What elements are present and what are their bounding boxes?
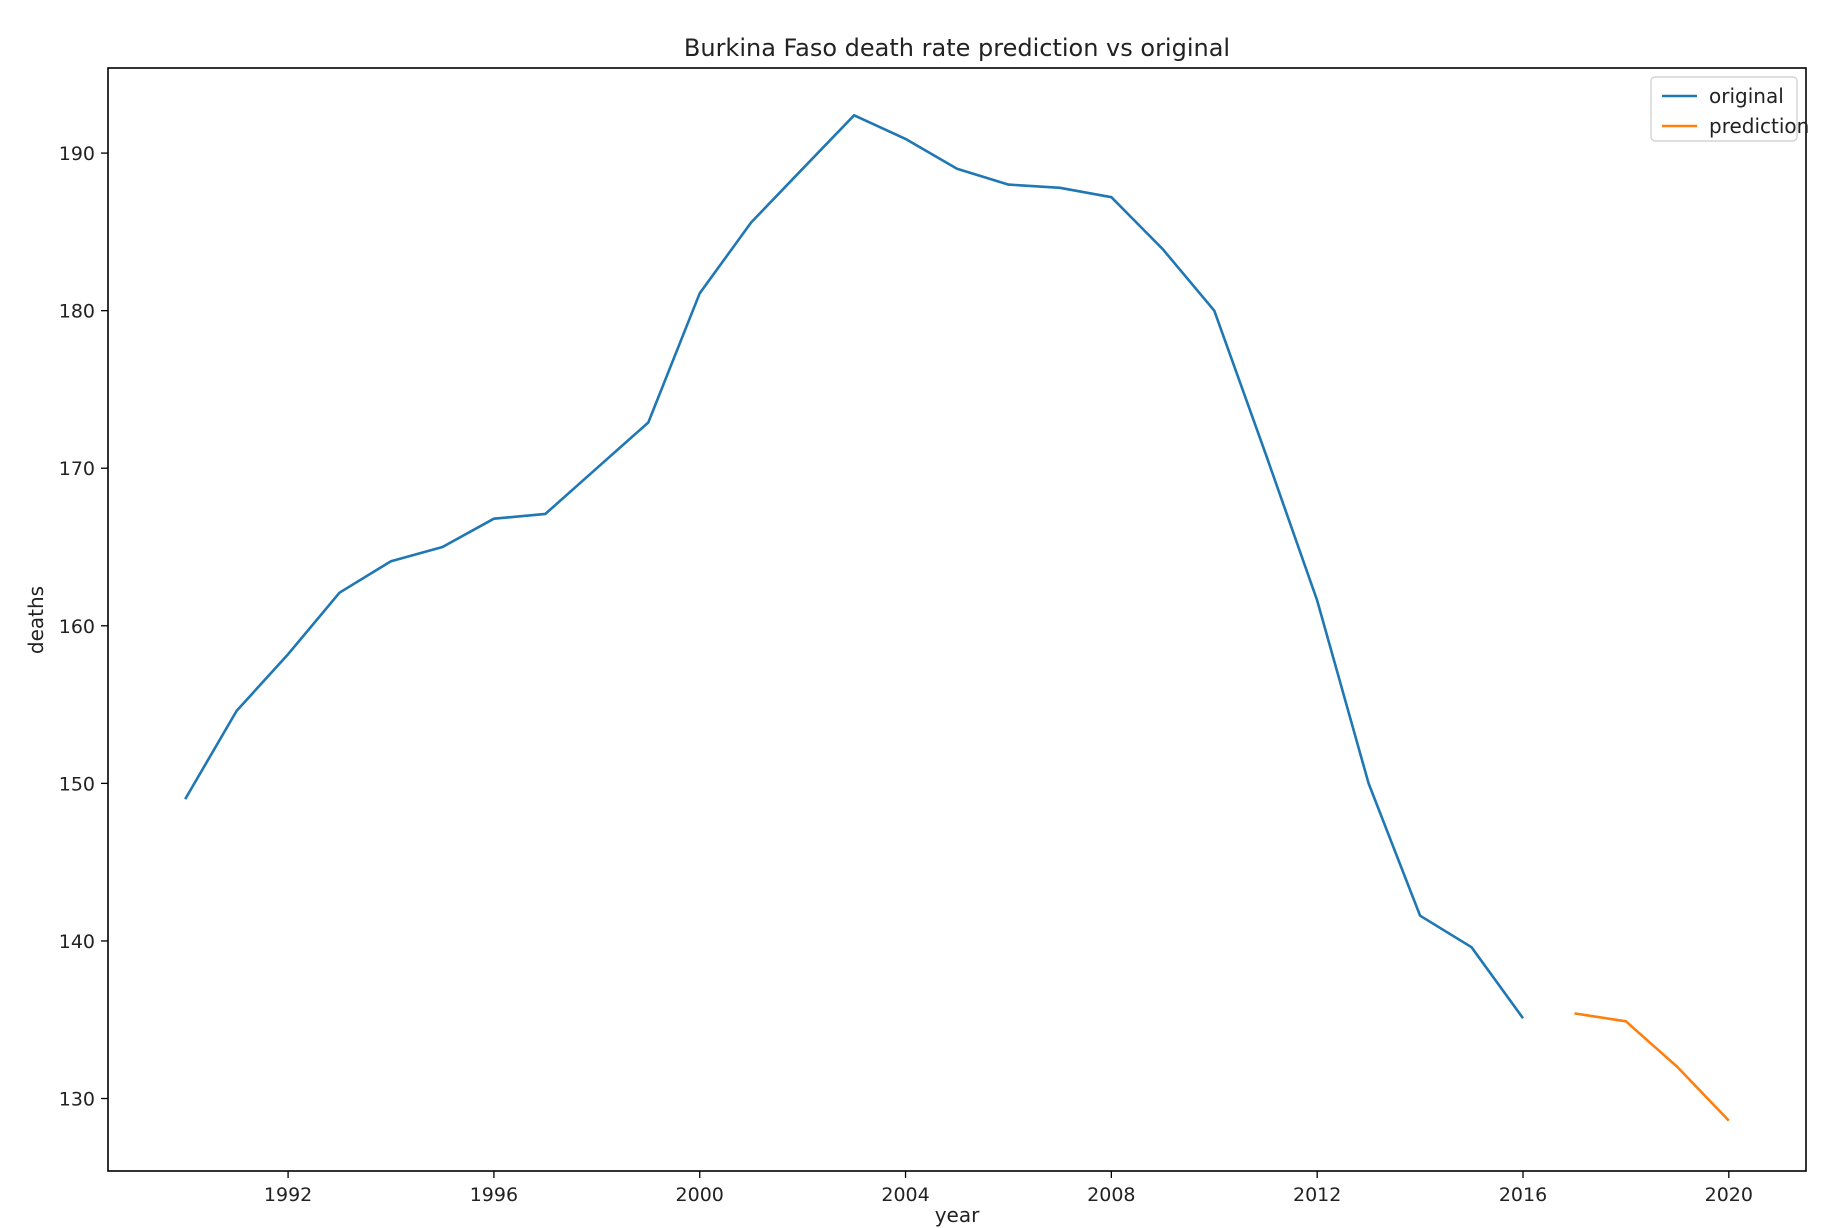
y-tick-label-2: 150 <box>59 773 95 795</box>
x-axis-label: year <box>935 1203 980 1227</box>
x-tick-label-6: 2016 <box>1499 1184 1547 1206</box>
y-tick-label-5: 180 <box>59 301 95 323</box>
y-axis: 130 140 150 160 170 180 190 <box>59 143 108 1111</box>
legend-label-prediction: prediction <box>1709 114 1809 138</box>
x-tick-label-7: 2020 <box>1705 1184 1753 1206</box>
y-axis-label: deaths <box>24 586 48 654</box>
y-tick-label-0: 130 <box>59 1089 95 1111</box>
plot-area <box>184 114 1730 1122</box>
legend-label-original: original <box>1709 84 1784 108</box>
x-tick-label-0: 1992 <box>264 1184 312 1206</box>
y-tick-label-1: 140 <box>59 931 95 953</box>
x-tick-label-5: 2012 <box>1293 1184 1341 1206</box>
series-line-prediction <box>1574 1012 1730 1122</box>
y-tick-label-6: 190 <box>59 143 95 165</box>
y-tick-label-4: 170 <box>59 458 95 480</box>
plot-frame <box>107 67 1807 1172</box>
y-tick-label-3: 160 <box>59 616 95 638</box>
legend: original prediction <box>1650 76 1809 142</box>
chart-title: Burkina Faso death rate prediction vs or… <box>684 34 1230 62</box>
x-tick-label-2: 2000 <box>676 1184 724 1206</box>
x-tick-label-1: 1996 <box>470 1184 518 1206</box>
x-axis: 1992 1996 2000 2004 2008 2012 2016 2020 <box>264 1171 1753 1206</box>
x-tick-label-4: 2008 <box>1087 1184 1135 1206</box>
x-tick-label-3: 2004 <box>881 1184 929 1206</box>
